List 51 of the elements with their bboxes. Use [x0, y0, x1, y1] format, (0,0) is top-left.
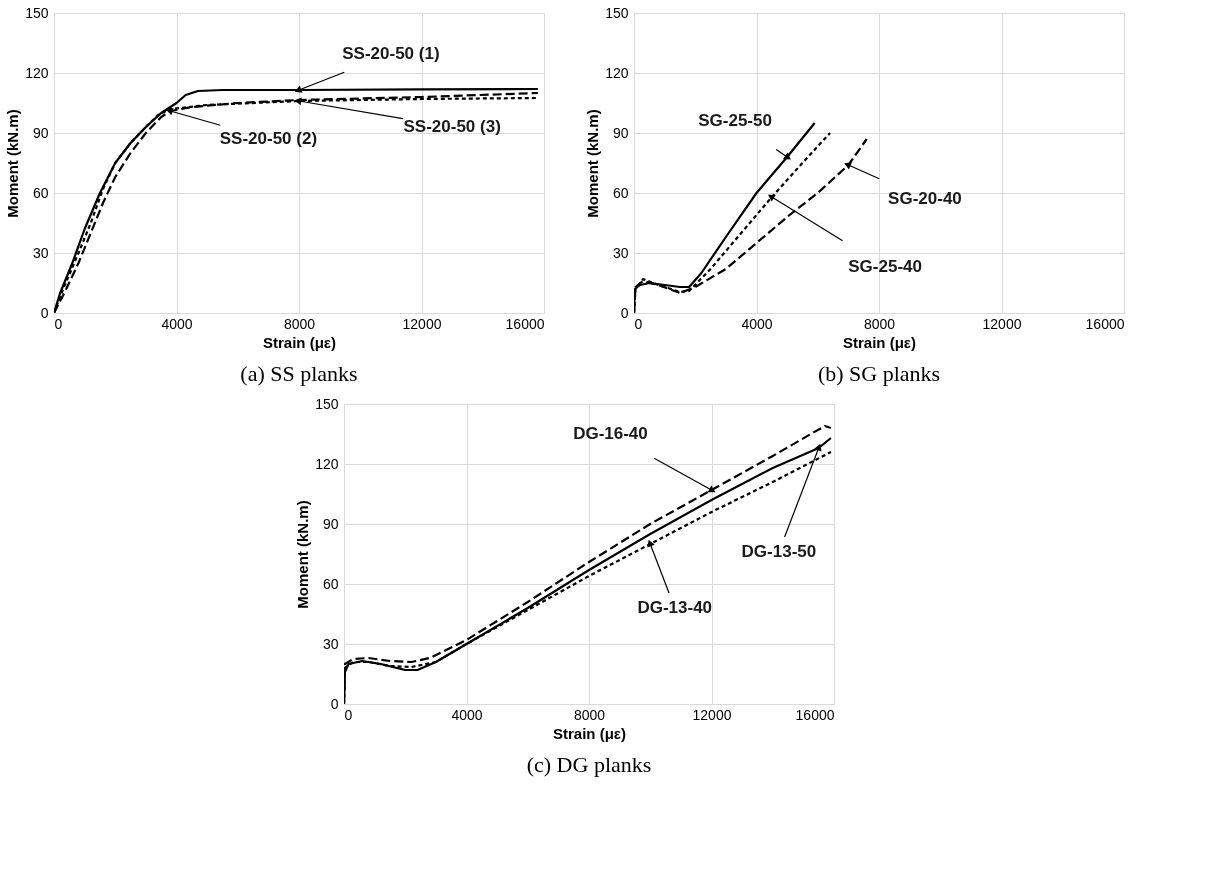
series-label: SG-25-50	[698, 111, 772, 130]
x-tick-label: 4000	[161, 315, 193, 332]
series-label: SS-20-50 (2)	[219, 129, 318, 148]
y-tick-label: 30	[612, 244, 629, 261]
y-tick-label: 150	[315, 395, 339, 412]
x-tick-label: 16000	[1085, 315, 1125, 332]
text: SG-25-40	[848, 257, 922, 276]
x-axis-title: Strain (με)	[843, 333, 916, 351]
y-tick-label: 90	[32, 124, 49, 141]
text: DG-13-50	[741, 542, 817, 561]
y-tick-label: 60	[322, 575, 339, 592]
series-label: SS-20-50 (3)	[403, 117, 501, 136]
y-tick-label: 120	[605, 64, 629, 81]
x-tick-label: 16000	[795, 706, 835, 723]
y-tick-label: 30	[322, 635, 339, 652]
text: DG-13-40	[637, 598, 713, 617]
y-tick-label: 60	[32, 184, 49, 201]
x-tick-label: 12000	[692, 706, 732, 723]
x-tick-label: 12000	[402, 315, 442, 332]
y-axis-title: Moment (kN.m)	[4, 109, 22, 218]
x-tick-label: 4000	[741, 315, 773, 332]
y-tick-label: 90	[322, 515, 339, 532]
text: DG-16-40	[573, 424, 648, 443]
y-tick-label: 90	[612, 124, 629, 141]
y-tick-label: 120	[25, 64, 49, 81]
x-tick-label: 0	[54, 315, 63, 332]
x-axis-title: Strain (με)	[553, 724, 626, 742]
x-axis-title: Strain (με)	[263, 333, 336, 351]
text: (c) DG planks	[526, 752, 652, 777]
x-tick-label: 0	[344, 706, 353, 723]
y-tick-label: 150	[25, 4, 49, 21]
y-tick-label: 0	[620, 304, 629, 321]
x-tick-label: 16000	[505, 315, 545, 332]
x-tick-label: 4000	[451, 706, 483, 723]
x-tick-label: 12000	[982, 315, 1022, 332]
y-tick-label: 30	[32, 244, 49, 261]
text: SG-20-40	[888, 189, 962, 208]
text: (a) SS planks	[240, 361, 358, 386]
y-axis-title: Moment (kN.m)	[584, 109, 602, 218]
series-label: SS-20-50 (1)	[342, 44, 440, 63]
y-tick-label: 120	[315, 455, 339, 472]
x-tick-label: 8000	[863, 315, 896, 332]
y-tick-label: 0	[330, 695, 339, 712]
x-tick-label: 8000	[573, 706, 606, 723]
text: (b) SG planks	[817, 361, 941, 386]
x-tick-label: 0	[634, 315, 643, 332]
x-tick-label: 8000	[283, 315, 316, 332]
y-tick-label: 0	[40, 304, 49, 321]
y-tick-label: 150	[605, 4, 629, 21]
y-axis-title: Moment (kN.m)	[294, 500, 312, 609]
y-tick-label: 60	[612, 184, 629, 201]
